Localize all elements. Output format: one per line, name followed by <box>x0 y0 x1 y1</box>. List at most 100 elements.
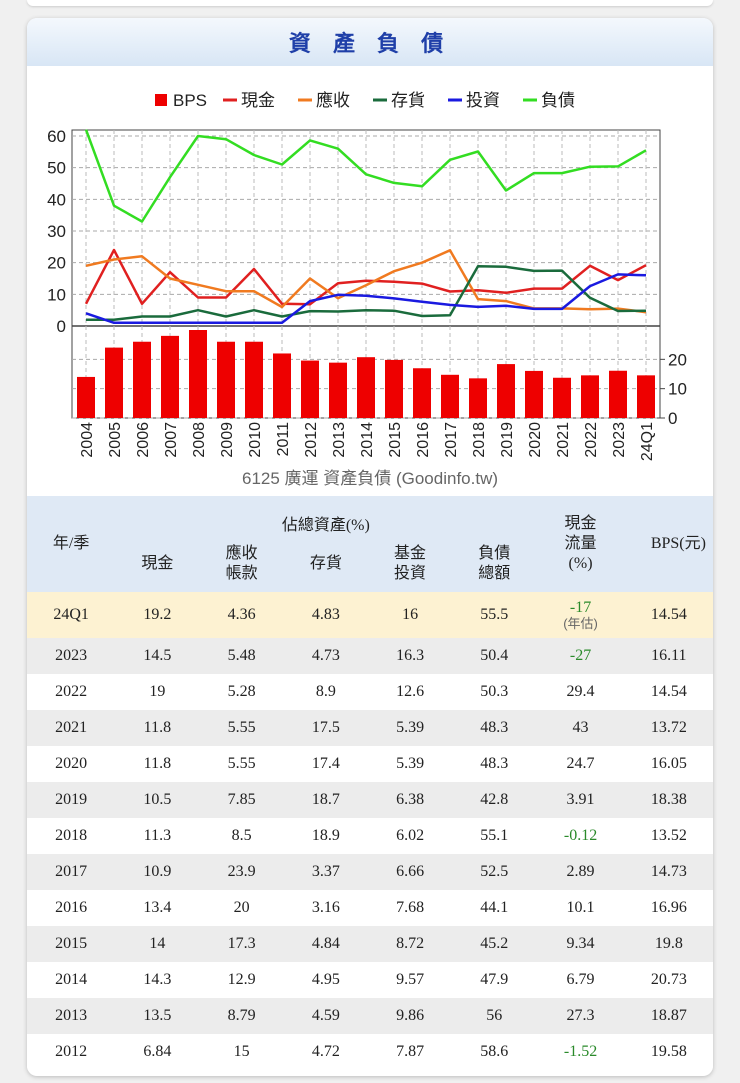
xtick-label: 2005 <box>107 422 124 458</box>
table-row: 2013 13.5 8.79 4.59 9.86 56 27.3 18.87 <box>27 998 713 1034</box>
cell-year: 2015 <box>27 926 116 962</box>
col-inventory: 存貨 <box>283 536 368 592</box>
cell-bps: 20.73 <box>624 962 713 998</box>
ytick-top: 20 <box>47 254 66 273</box>
cell-bps: 14.54 <box>624 592 713 638</box>
cell-recv: 12.9 <box>199 962 284 998</box>
cell-debt: 47.9 <box>452 962 537 998</box>
table-row: 2012 6.84 15 4.72 7.87 58.6 -1.52 19.58 <box>27 1034 713 1070</box>
bps-header-text: BPS(元) <box>650 535 706 552</box>
cell-inv: 4.83 <box>283 592 368 638</box>
xtick-label: 2007 <box>163 422 180 458</box>
xtick-label: 2012 <box>303 422 320 458</box>
xtick-label: 2006 <box>135 422 152 458</box>
col-bps: BPS(元) <box>624 496 713 592</box>
cell-bps: 19.8 <box>624 926 713 962</box>
table-row: 2017 10.9 23.9 3.37 6.66 52.5 2.89 14.73 <box>27 854 713 890</box>
cell-debt: 55.5 <box>452 592 537 638</box>
cell-inv: 4.95 <box>283 962 368 998</box>
table-row: 2018 11.3 8.5 18.9 6.02 55.1 -0.12 13.52 <box>27 818 713 854</box>
cell-cf-note: (年估) <box>563 616 598 631</box>
bar-bps-2014 <box>357 357 375 418</box>
cell-debt: 50.3 <box>452 674 537 710</box>
xtick-label: 2023 <box>611 422 628 458</box>
xtick-label: 2020 <box>527 422 544 458</box>
cell-recv: 8.79 <box>199 998 284 1034</box>
cell-fund: 5.39 <box>367 746 453 782</box>
cell-cash: 10.9 <box>115 854 200 890</box>
cell-fund: 6.38 <box>367 782 453 818</box>
cell-fund: 5.39 <box>367 710 453 746</box>
xtick-label: 2009 <box>219 422 236 458</box>
legend-label: BPS <box>173 91 207 110</box>
bar-bps-2018 <box>469 378 487 418</box>
cell-cf: -27 <box>536 638 625 674</box>
bar-bps-2012 <box>301 360 319 418</box>
cell-inv: 17.4 <box>283 746 368 782</box>
xtick-label: 2018 <box>471 422 488 458</box>
cell-debt: 50.4 <box>452 638 537 674</box>
bar-bps-2019 <box>497 364 515 418</box>
bar-bps-2010 <box>245 341 263 418</box>
bar-bps-2023 <box>609 370 627 418</box>
cell-fund: 9.86 <box>367 998 453 1034</box>
bar-bps-2009 <box>217 341 235 418</box>
recv-header-text: 應收帳款 <box>225 545 258 582</box>
xtick-label: 2004 <box>79 422 96 458</box>
cell-bps: 16.11 <box>624 638 713 674</box>
cell-year: 2014 <box>27 962 116 998</box>
section-title: 資 產 負 債 <box>288 31 452 56</box>
cell-recv: 20 <box>199 890 284 926</box>
cell-recv: 17.3 <box>199 926 284 962</box>
cell-bps: 14.54 <box>624 674 713 710</box>
cell-inv: 17.5 <box>283 710 368 746</box>
cell-fund: 9.57 <box>367 962 453 998</box>
legend-label: 存貨 <box>391 91 425 110</box>
cell-bps: 16.05 <box>624 746 713 782</box>
table-row: 2021 11.8 5.55 17.5 5.39 48.3 43 13.72 <box>27 710 713 746</box>
xtick-label: 2008 <box>191 422 208 458</box>
legend-swatch-bps <box>155 94 167 106</box>
cell-cash: 19.2 <box>115 592 200 638</box>
cell-year: 2019 <box>27 782 116 818</box>
xtick-label: 2015 <box>387 422 404 458</box>
cell-year: 2018 <box>27 818 116 854</box>
cell-debt: 45.2 <box>452 926 537 962</box>
bar-bps-2020 <box>525 370 543 418</box>
cell-cash: 11.3 <box>115 818 200 854</box>
legend-label: 投資 <box>466 91 500 110</box>
bar-bps-2017 <box>441 374 459 418</box>
cell-year: 2013 <box>27 998 116 1034</box>
cell-fund: 6.66 <box>367 854 453 890</box>
bar-bps-2015 <box>385 359 403 418</box>
ytick-top: 40 <box>47 190 66 209</box>
ytick-top: 0 <box>57 317 66 336</box>
xtick-label: 2010 <box>247 422 264 458</box>
cell-year: 2016 <box>27 890 116 926</box>
cell-bps: 18.87 <box>624 998 713 1034</box>
xtick-label: 2021 <box>555 422 572 458</box>
cell-cf: 2.89 <box>536 854 625 890</box>
table-row: 2016 13.4 20 3.16 7.68 44.1 10.1 16.96 <box>27 890 713 926</box>
ytick-top: 60 <box>47 127 66 146</box>
cell-cf: -1.52 <box>536 1034 625 1070</box>
ytick-bottom: 10 <box>668 380 687 399</box>
cell-fund: 6.02 <box>367 818 453 854</box>
col-cash: 現金 <box>115 536 200 592</box>
cell-recv: 15 <box>199 1034 284 1070</box>
cell-cf: 6.79 <box>536 962 625 998</box>
fund-header-text: 基金投資 <box>394 545 427 582</box>
bar-bps-2005 <box>105 347 123 418</box>
table-row: 2015 14 17.3 4.84 8.72 45.2 9.34 19.8 <box>27 926 713 962</box>
cell-debt: 48.3 <box>452 746 537 782</box>
legend-label: 負債 <box>541 91 575 110</box>
section-header: 資 產 負 債 <box>27 18 713 66</box>
cell-cash: 11.8 <box>115 746 200 782</box>
cell-inv: 3.16 <box>283 890 368 926</box>
cell-bps: 19.58 <box>624 1034 713 1070</box>
cell-cf: 10.1 <box>536 890 625 926</box>
ytick-top: 50 <box>47 159 66 178</box>
balance-sheet-table: 年/季 佔總資產(%) 現金流量(%) BPS(元) 現金 應收帳款 存貨 基金… <box>27 496 713 1070</box>
bar-bps-2016 <box>413 368 431 418</box>
cell-year: 24Q1 <box>27 592 116 638</box>
